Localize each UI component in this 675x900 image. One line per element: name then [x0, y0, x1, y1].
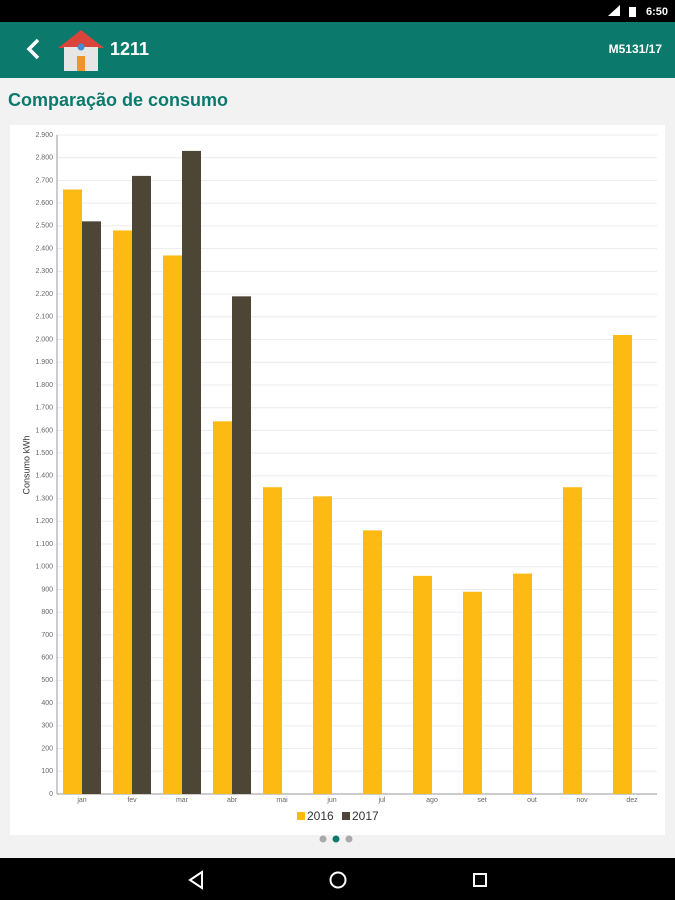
nav-bar [0, 858, 675, 900]
app-code: M5131/17 [609, 42, 663, 56]
y-tick-label: 700 [41, 632, 53, 639]
battery-icon [629, 7, 636, 17]
x-tick-label: jan [76, 797, 86, 804]
app-bar [0, 22, 675, 78]
legend-label: 2016 [307, 809, 334, 823]
bar [463, 591, 482, 794]
back-button[interactable] [26, 38, 40, 60]
y-tick-label: 200 [41, 745, 53, 752]
bar [363, 530, 382, 794]
legend-swatch [297, 812, 305, 820]
house-icon [58, 30, 104, 71]
y-tick-label: 400 [41, 700, 53, 707]
y-tick-label: 2.700 [35, 177, 53, 184]
y-tick-label: 2.400 [35, 245, 53, 252]
y-tick-label: 0 [49, 791, 53, 798]
x-tick-label: dez [626, 797, 638, 804]
bar [213, 421, 232, 794]
bar [263, 487, 282, 794]
x-tick-label: nov [576, 797, 588, 804]
y-tick-label: 2.600 [35, 200, 53, 207]
y-tick-label: 1.100 [35, 541, 53, 548]
x-tick-label: out [527, 797, 537, 804]
bar [563, 487, 582, 794]
x-tick-label: jul [377, 797, 385, 804]
bar [82, 221, 101, 794]
y-tick-label: 800 [41, 609, 53, 616]
bar [182, 150, 201, 795]
y-tick-label: 100 [41, 768, 53, 775]
section-heading: Comparação de consumo [8, 90, 228, 110]
bar [313, 496, 332, 794]
y-tick-label: 2.200 [35, 291, 53, 298]
x-tick-label: mai [276, 797, 288, 804]
y-tick-label: 1.600 [35, 427, 53, 434]
bar [413, 575, 432, 794]
x-tick-label: mar [176, 797, 189, 804]
status-time: 6:50 [646, 6, 668, 18]
x-tick-label: fev [127, 797, 137, 804]
y-tick-label: 1.000 [35, 564, 53, 571]
x-tick-label: jun [326, 797, 336, 804]
bar [232, 296, 251, 794]
y-tick-label: 2.500 [35, 223, 53, 230]
signal-icon [608, 5, 620, 16]
y-tick-label: 600 [41, 654, 53, 661]
bar [132, 175, 151, 794]
nav-back[interactable] [188, 870, 203, 890]
y-axis-label: Consumo kWh [21, 435, 31, 494]
y-tick-label: 2.000 [35, 336, 53, 343]
y-tick-label: 900 [41, 586, 53, 593]
y-tick-label: 500 [41, 677, 53, 684]
y-tick-label: 1.400 [35, 473, 53, 480]
nav-home[interactable] [329, 871, 347, 889]
app-title: 1211 [110, 39, 149, 59]
bar [163, 255, 182, 794]
y-tick-label: 1.800 [35, 382, 53, 389]
bar [613, 334, 632, 794]
y-tick-label: 300 [41, 723, 53, 730]
y-tick-label: 2.100 [35, 314, 53, 321]
x-tick-label: set [477, 797, 486, 804]
bar [113, 230, 132, 794]
y-tick-label: 1.300 [35, 495, 53, 502]
y-tick-label: 1.200 [35, 518, 53, 525]
status-bar [0, 0, 675, 22]
page-dot[interactable] [319, 835, 327, 843]
legend-swatch [342, 812, 350, 820]
y-tick-label: 2.900 [35, 132, 53, 139]
y-tick-label: 1.500 [35, 450, 53, 457]
y-tick-label: 1.700 [35, 405, 53, 412]
x-tick-label: abr [227, 797, 238, 804]
page-dot[interactable] [332, 835, 340, 843]
nav-recent[interactable] [473, 873, 487, 887]
y-tick-label: 2.800 [35, 155, 53, 162]
bar [513, 573, 532, 794]
bar [63, 189, 82, 794]
y-tick-label: 1.900 [35, 359, 53, 366]
page-dot[interactable] [345, 835, 353, 843]
x-tick-label: ago [426, 797, 438, 804]
y-tick-label: 2.300 [35, 268, 53, 275]
legend-label: 2017 [352, 809, 379, 823]
